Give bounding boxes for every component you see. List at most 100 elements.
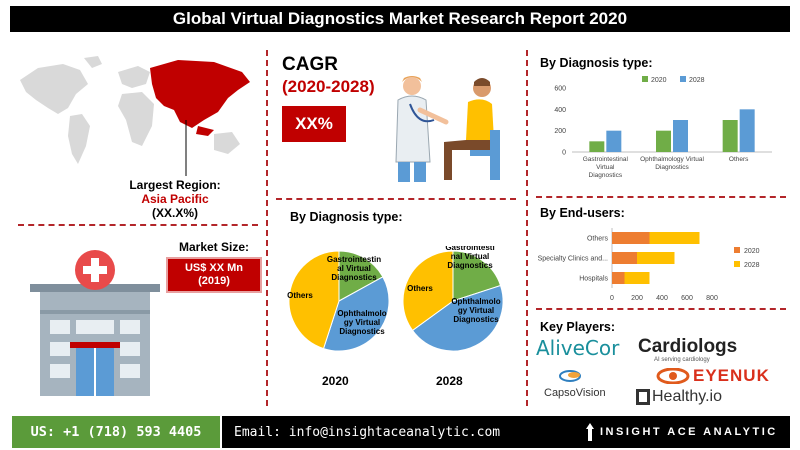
doctor-patient-illustration bbox=[395, 76, 500, 182]
y-tick-label: 200 bbox=[554, 128, 566, 135]
divider-center-h bbox=[276, 198, 516, 200]
pie-slice bbox=[338, 250, 384, 302]
largest-region-label: Largest Region: bbox=[129, 178, 221, 192]
bar bbox=[612, 252, 637, 264]
legend-swatch bbox=[680, 76, 686, 82]
footer-brand: INSIGHT ACE ANALYTIC bbox=[578, 416, 790, 448]
x-tick-label: 800 bbox=[706, 295, 718, 302]
bar bbox=[624, 272, 650, 284]
x-tick-label: Diagnostics bbox=[589, 172, 623, 179]
bar bbox=[589, 141, 605, 152]
market-size-amount: US$ XX Mn bbox=[184, 262, 244, 274]
divider-right bbox=[526, 50, 528, 406]
x-tick-label: Virtual bbox=[596, 164, 615, 171]
legend-label: 2028 bbox=[689, 77, 705, 84]
divider-left bbox=[266, 50, 268, 406]
legend-label: 2020 bbox=[651, 77, 667, 84]
pie-label: Ophthalmolo bbox=[337, 309, 386, 318]
market-size-label: Market Size: bbox=[178, 240, 250, 254]
bar bbox=[722, 120, 738, 152]
footer-email: Email: info@insightaceanalytic.com bbox=[222, 416, 578, 448]
pie-label: gy Virtual bbox=[458, 306, 494, 315]
market-size-year: (2019) bbox=[198, 275, 230, 287]
divider-right-h2 bbox=[536, 308, 786, 310]
y-tick-label: Hospitals bbox=[579, 276, 608, 283]
x-tick-label: 600 bbox=[681, 295, 693, 302]
pie-label: al Virtual bbox=[337, 264, 371, 273]
market-size-block: Market Size: US$ XX Mn (2019) bbox=[166, 240, 262, 293]
largest-region-value: (XX.X%) bbox=[151, 206, 198, 220]
y-tick-label: Specialty Clinics and... bbox=[538, 256, 608, 263]
market-size-value: US$ XX Mn (2019) bbox=[166, 257, 262, 293]
bar bbox=[606, 130, 622, 152]
bar-chart-end-users: 0 200 400 600 800 Others Specialty Clinics and… bbox=[538, 228, 760, 302]
pie-label: Diagnostics bbox=[339, 327, 385, 336]
pie-label: gy Virtual bbox=[344, 318, 380, 327]
y-tick-label: 0 bbox=[562, 150, 566, 157]
world-map-image bbox=[20, 56, 250, 176]
pie-label: nal Virtual bbox=[451, 252, 490, 261]
bar-diag-section-title: By Diagnosis type: bbox=[540, 56, 653, 70]
legend-swatch bbox=[734, 261, 740, 267]
cagr-years: (2020-2028) bbox=[282, 77, 375, 96]
pie-slice bbox=[288, 250, 340, 350]
pie-slice bbox=[322, 276, 390, 352]
brand-logo-icon bbox=[586, 423, 594, 441]
x-tick-label: Ophthalmology Virtual bbox=[640, 156, 704, 163]
bar bbox=[612, 272, 625, 284]
largest-region-block: Largest Region: Asia Pacific (XX.X%) bbox=[100, 178, 250, 220]
capsovision-mark bbox=[559, 370, 581, 382]
bar bbox=[739, 109, 755, 152]
pie-label: Others bbox=[287, 291, 313, 300]
pie-chart-2020: Gastrointestinal VirtualDiagnosticsOphth… bbox=[287, 250, 390, 352]
hospital-icon bbox=[30, 250, 160, 396]
healthyio-logo: Healthy.io bbox=[636, 388, 722, 406]
cardiologs-logo: Cardiologs bbox=[638, 336, 738, 357]
capsovision-logo: CapsoVision bbox=[544, 368, 606, 399]
legend-label: 2028 bbox=[744, 262, 760, 269]
pie-slice bbox=[402, 250, 454, 332]
pie-section-title: By Diagnosis type: bbox=[290, 210, 403, 224]
pie-label: Diagnostics bbox=[331, 273, 377, 282]
cagr-value: XX% bbox=[282, 106, 346, 142]
x-tick-label: Diagnostics bbox=[655, 164, 689, 171]
x-tick-label: 400 bbox=[656, 295, 668, 302]
bar bbox=[649, 232, 700, 244]
legend-swatch bbox=[734, 247, 740, 253]
pie-label: Others bbox=[407, 284, 433, 293]
legend-label: 2020 bbox=[744, 248, 760, 255]
x-tick-label: 200 bbox=[631, 295, 643, 302]
bar bbox=[637, 252, 675, 264]
divider-right-h1 bbox=[536, 196, 786, 198]
pie-label: Ophthalmolo bbox=[451, 297, 500, 306]
pie-2028-year: 2028 bbox=[436, 374, 463, 388]
healthyio-mark bbox=[636, 389, 650, 405]
pie-label: Gastrointesti bbox=[445, 246, 494, 252]
bar-chart-diagnosis-type: 0 200 400 600 2020 2028 GastrointestinalVirtua… bbox=[554, 76, 772, 179]
eyenuk-logo: EYENUK bbox=[656, 366, 770, 386]
alivecor-logo: AliveCor bbox=[536, 336, 620, 360]
x-tick-label: Others bbox=[729, 156, 749, 163]
y-tick-label: Others bbox=[587, 236, 609, 243]
y-tick-label: 400 bbox=[554, 107, 566, 114]
y-tick-label: 600 bbox=[554, 86, 566, 93]
eye-icon bbox=[656, 368, 690, 384]
bar-end-section-title: By End-users: bbox=[540, 206, 625, 220]
cagr-label: CAGR bbox=[282, 54, 338, 75]
cardiologs-tagline: AI serving cardiology bbox=[654, 357, 710, 363]
largest-region-name: Asia Pacific bbox=[141, 192, 209, 206]
pie-label: Diagnostics bbox=[453, 315, 499, 324]
pie-slice bbox=[411, 284, 504, 352]
pie-2020-year: 2020 bbox=[322, 374, 349, 388]
pie-label: Diagnostics bbox=[447, 261, 493, 270]
bar bbox=[673, 120, 688, 152]
x-tick-label: Gastrointestinal bbox=[583, 156, 629, 163]
x-tick-label: 0 bbox=[610, 295, 614, 302]
report-title: Global Virtual Diagnostics Market Resear… bbox=[10, 6, 790, 32]
bar bbox=[612, 232, 650, 244]
footer-phone: US: +1 (718) 593 4405 bbox=[12, 416, 220, 448]
pie-label: Gastrointestin bbox=[327, 255, 381, 264]
key-players-title: Key Players: bbox=[540, 320, 616, 334]
bar bbox=[656, 130, 671, 152]
divider-left-h bbox=[18, 224, 258, 226]
